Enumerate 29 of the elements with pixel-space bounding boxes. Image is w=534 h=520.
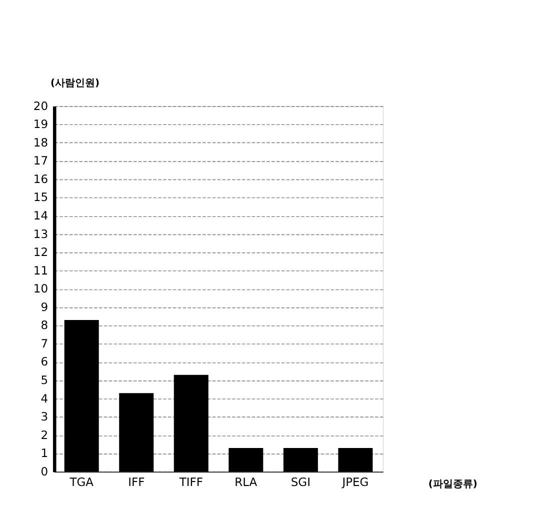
x-tick-label: TIFF xyxy=(178,475,203,490)
x-tick-label: TGA xyxy=(68,475,94,490)
y-axis-title: (사람인원) xyxy=(50,78,100,90)
y-tick-label: 15 xyxy=(33,190,48,204)
y-tick-label: 14 xyxy=(33,208,48,223)
y-tick-label: 18 xyxy=(33,135,48,150)
y-tick-label: 0 xyxy=(40,464,48,478)
y-tick-label: 1 xyxy=(40,446,48,460)
y-tick-label: 9 xyxy=(40,300,48,314)
y-tick-label: 16 xyxy=(33,172,48,186)
x-tick-label: SGI xyxy=(290,475,310,490)
y-tick-label: 12 xyxy=(33,245,48,260)
y-tick-label: 4 xyxy=(40,391,48,406)
y-tick-label: 17 xyxy=(33,154,48,168)
y-tick-label: 11 xyxy=(33,263,48,278)
y-tick-label: 13 xyxy=(33,226,48,241)
y-tick-label: 2 xyxy=(40,428,48,442)
y-tick-label: 19 xyxy=(33,117,48,132)
y-tick-label: 6 xyxy=(40,354,48,369)
y-tick-label: 8 xyxy=(40,318,48,332)
y-tick-label: 20 xyxy=(33,98,48,113)
x-tick-label: RLA xyxy=(234,475,258,490)
x-axis-title: (파일종류) xyxy=(428,478,478,490)
x-tick-label: JPEG xyxy=(341,475,369,490)
y-tick-label: 3 xyxy=(40,410,48,424)
x-tick-label: IFF xyxy=(128,475,145,490)
y-tick-label: 5 xyxy=(40,373,48,388)
y-tick-label: 7 xyxy=(40,336,48,350)
y-tick-label: 10 xyxy=(33,282,48,296)
